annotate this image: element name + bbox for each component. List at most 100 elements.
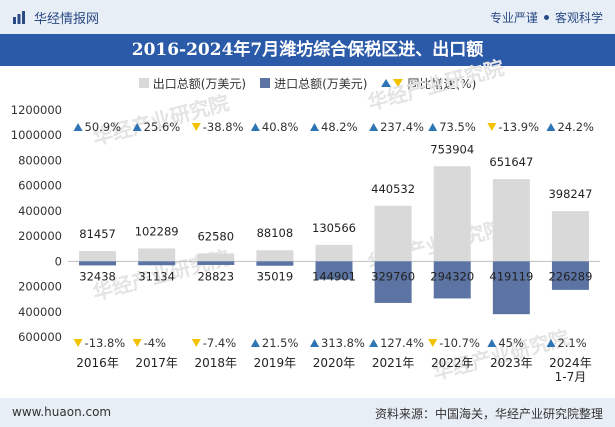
- import-growth-up-icon: [546, 339, 556, 347]
- footer-website[interactable]: www.huaon.com: [12, 405, 112, 419]
- legend: 出口总额(万美元) 进口总额(万美元) 同比增速(%): [0, 74, 615, 92]
- x-tick-label: 2021年: [372, 356, 415, 370]
- legend-import-swatch: [260, 78, 271, 88]
- import-growth-up-icon: [250, 339, 260, 347]
- export-growth-label: 25.6%: [144, 120, 181, 134]
- legend-yoy-icon: [381, 79, 404, 87]
- import-bar: [138, 261, 176, 266]
- export-growth-down-icon: [487, 123, 497, 131]
- import-bar: [79, 261, 117, 266]
- export-value-label: 130566: [312, 221, 356, 235]
- x-tick-label: 2017年: [135, 356, 178, 370]
- y-tick-label: 800000: [18, 153, 62, 167]
- export-growth-label: 24.2%: [557, 120, 594, 134]
- legend-export-swatch: [138, 78, 149, 88]
- export-growth-label: 73.5%: [439, 120, 476, 134]
- import-bar: [197, 261, 235, 265]
- import-bar: [551, 261, 589, 290]
- import-bar: [433, 261, 471, 299]
- x-tick-label: 2019年: [254, 356, 297, 370]
- y-tick-label: 1000000: [11, 128, 62, 142]
- import-growth-up-icon: [369, 339, 379, 347]
- export-bar: [256, 250, 294, 262]
- export-value-label: 753904: [430, 142, 474, 156]
- export-growth-label: 50.9%: [85, 120, 122, 134]
- import-growth-label: 313.8%: [321, 336, 365, 350]
- import-value-label: 294320: [430, 269, 474, 283]
- legend-import: 进口总额(万美元): [260, 75, 367, 92]
- brand-logo-icon: [13, 10, 25, 24]
- chart-title: 2016-2024年7月潍坊综合保税区进、出口额: [0, 34, 615, 66]
- import-growth-label: 127.4%: [380, 336, 424, 350]
- export-bar: [315, 244, 353, 262]
- y-tick-label: 400000: [18, 305, 62, 319]
- x-tick-label: 2018年: [195, 356, 238, 370]
- import-growth-up-icon: [487, 339, 497, 347]
- export-bar: [197, 253, 235, 262]
- export-growth-down-icon: [191, 123, 201, 131]
- import-growth-label: 2.1%: [557, 336, 586, 350]
- import-growth-label: -4%: [144, 336, 166, 350]
- x-tick-label: 2023年: [490, 356, 533, 370]
- import-growth-down-icon: [428, 339, 438, 347]
- legend-yoy: 同比增速(%): [381, 75, 476, 92]
- import-value-label: 226289: [548, 269, 592, 283]
- footer-source: 资料来源：中国海关，华经产业研究院整理: [374, 407, 603, 421]
- y-tick-label: 600000: [18, 330, 62, 344]
- import-growth-label: -10.7%: [439, 336, 480, 350]
- import-value-label: 329760: [371, 269, 415, 283]
- y-tick-label: 1200000: [11, 103, 62, 117]
- y-tick-label: 200000: [18, 229, 62, 243]
- import-growth-label: 45%: [498, 336, 524, 350]
- legend-export-label: 出口总额(万美元): [152, 76, 247, 91]
- import-bar: [256, 261, 294, 266]
- brand[interactable]: 华经情报网: [12, 8, 99, 27]
- export-value-label: 651647: [489, 155, 533, 169]
- export-growth-label: -38.8%: [203, 120, 244, 134]
- export-value-label: 440532: [371, 182, 415, 196]
- import-bar: [374, 261, 412, 303]
- import-growth-label: -7.4%: [203, 336, 236, 350]
- legend-export: 出口总额(万美元): [138, 75, 247, 92]
- export-bar: [551, 211, 589, 262]
- import-bar: [315, 261, 353, 280]
- export-value-label: 62580: [197, 229, 234, 243]
- export-growth-label: 48.2%: [321, 120, 358, 134]
- import-value-label: 419119: [489, 269, 533, 283]
- export-value-label: 398247: [548, 187, 592, 201]
- export-bar: [79, 251, 117, 262]
- export-value-label: 88108: [257, 226, 294, 240]
- y-tick-label: 400000: [18, 204, 62, 218]
- export-value-label: 81457: [79, 227, 116, 241]
- legend-import-label: 进口总额(万美元): [274, 76, 368, 91]
- export-growth-up-icon: [428, 123, 438, 131]
- export-growth-up-icon: [369, 123, 379, 131]
- import-bar: [492, 261, 530, 315]
- export-bar: [433, 166, 471, 262]
- export-growth-label: -13.9%: [498, 120, 539, 134]
- export-growth-up-icon: [132, 123, 142, 131]
- tagline: 专业严谨 客观科学: [490, 9, 603, 26]
- export-growth-up-icon: [73, 123, 83, 131]
- import-growth-down-icon: [191, 339, 201, 347]
- export-bar: [138, 248, 176, 262]
- import-value-label: 35019: [257, 269, 294, 283]
- import-growth-label: 21.5%: [262, 336, 299, 350]
- export-growth-up-icon: [546, 123, 556, 131]
- import-growth-label: -13.8%: [85, 336, 126, 350]
- top-bar: 华经情报网 专业严谨 客观科学: [0, 0, 615, 34]
- import-growth-down-icon: [132, 339, 142, 347]
- x-tick-label: 1-7月: [555, 370, 587, 384]
- tagline-left: 专业严谨: [489, 11, 538, 25]
- export-bar: [374, 205, 412, 262]
- export-bar: [492, 179, 530, 262]
- tagline-dot-icon: [543, 15, 549, 20]
- x-tick-label: 2020年: [313, 356, 356, 370]
- y-tick-label: 200000: [18, 280, 62, 294]
- footer: www.huaon.com 资料来源：中国海关，华经产业研究院整理: [0, 398, 615, 427]
- export-value-label: 102289: [135, 224, 179, 238]
- import-value-label: 32438: [79, 269, 116, 283]
- y-tick-label: 600000: [18, 179, 62, 193]
- export-growth-up-icon: [250, 123, 260, 131]
